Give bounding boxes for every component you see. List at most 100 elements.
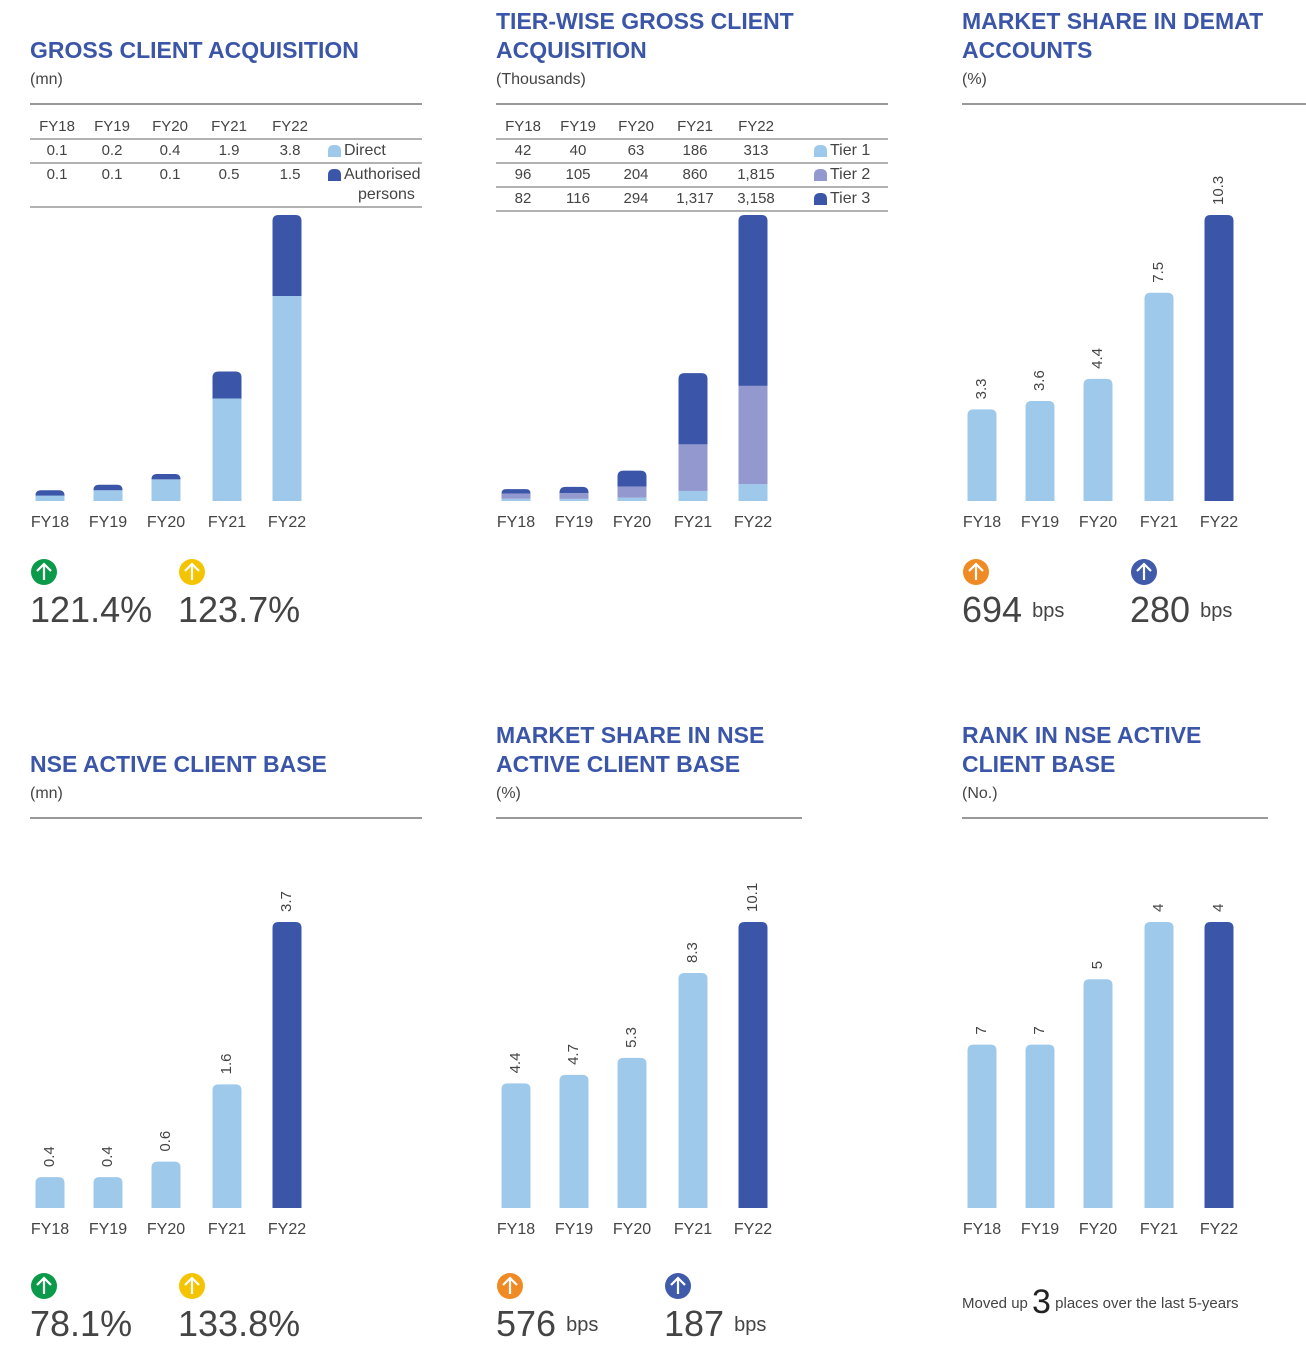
stat-value: 133.8% [178,1303,300,1344]
value-label: 7.5 [1150,262,1167,283]
x-tick-label: FY18 [963,514,1001,531]
stat-number: 78.1% [30,1303,132,1344]
table-cell: 1,815 [737,166,775,183]
bar [1083,979,1113,1208]
bar-segment [272,215,302,296]
table-header: FY18 [505,118,541,135]
table-header: FY19 [560,118,596,135]
bar-segment [678,444,708,491]
x-tick-label: FY19 [555,1221,593,1238]
stat-unit: bps [734,1314,766,1336]
x-tick-label: FY21 [1140,1221,1178,1238]
value-label: 3.7 [278,891,295,912]
table-header: FY20 [152,118,188,135]
table-cell: 860 [682,166,707,183]
bar-segment [559,486,589,494]
x-tick-label: FY18 [497,514,535,531]
bar [1204,922,1234,1208]
bar-segment [559,498,589,501]
x-tick-label: FY22 [734,1221,772,1238]
table-cell: 204 [623,166,648,183]
stat-unit: bps [1200,600,1232,622]
table-header: FY22 [272,118,308,135]
chart-title: MARKET SHARE IN NSE ACTIVE CLIENT BASE [496,722,765,777]
bar-segment [151,479,181,501]
bar-segment [738,215,768,386]
stat-number: 694 [962,589,1022,630]
value-label: 4.4 [507,1053,524,1074]
table-cell: 116 [566,190,590,207]
bar [1025,1044,1055,1208]
bar-segment [272,295,302,501]
stat-value: 121.4% [30,589,152,630]
bar [212,1084,242,1208]
value-label: 10.1 [744,883,761,912]
stat-number: 123.7% [178,589,300,630]
table-header: FY21 [211,118,247,135]
stat-unit: bps [566,1314,598,1336]
stat-unit: bps [1032,600,1064,622]
note-number: 3 [1032,1283,1051,1321]
x-tick-label: FY18 [31,514,69,531]
bar [1144,922,1174,1208]
x-tick-label: FY20 [147,1221,185,1238]
chart-subtitle: (mn) [30,785,63,802]
table-cell: 0.1 [47,166,68,183]
bar [501,1083,531,1208]
chart-subtitle: (No.) [962,785,998,802]
stat-number: 121.4% [30,589,152,630]
legend-marker [328,145,341,157]
bar [1025,401,1055,501]
table-cell: 0.1 [47,142,68,159]
value-label: 0.6 [157,1131,174,1152]
table-cell: 40 [570,142,587,159]
bar [559,1074,589,1208]
value-label: 3.6 [1031,370,1048,391]
value-label: 3.3 [973,379,990,400]
x-tick-label: FY20 [613,1221,651,1238]
note-text: places over the last 5-years [1055,1295,1238,1312]
legend-marker [814,145,827,157]
legend-label: Tier 1 [830,142,870,159]
value-label: 5.3 [623,1027,640,1048]
bar-segment [212,371,242,399]
table-cell: 0.1 [102,166,123,183]
table-cell: 42 [515,142,532,159]
note: Moved up 3 places over the last 5-years [962,1283,1239,1321]
x-tick-label: FY22 [268,514,306,531]
value-label: 0.4 [41,1146,58,1167]
bar [35,1177,65,1208]
stat-number: 576 [496,1303,556,1344]
bar-segment [93,490,123,501]
bar-segment [151,474,181,480]
table-header: FY22 [738,118,774,135]
x-tick-label: FY21 [674,514,712,531]
bar-segment [501,498,531,501]
legend-marker [814,193,827,205]
bar-segment [678,490,708,501]
chart-subtitle: (Thousands) [496,71,586,88]
stat-gap [724,1303,734,1344]
table-cell: 0.5 [219,166,240,183]
bar [617,1057,647,1208]
value-label: 4.4 [1089,348,1106,369]
value-label: 8.3 [684,942,701,963]
legend-line: Authorised [344,166,425,183]
chart-subtitle: (%) [962,71,987,88]
legend-label: Tier 3 [830,190,870,207]
table-cell: 294 [623,190,648,207]
stat-arrow [184,562,200,580]
table-cell: 63 [628,142,645,159]
stat-arrow [36,562,52,580]
bar [93,1177,123,1208]
bar [678,972,708,1208]
x-tick-label: FY20 [147,514,185,531]
stat-number: 280 [1130,589,1190,630]
table-cell: 96 [515,166,532,183]
x-tick-label: FY18 [31,1221,69,1238]
table-cell: 3.8 [280,142,301,159]
bar [1083,378,1113,501]
stat-value: 187 bps [664,1303,766,1344]
note-text: Moved up [962,1295,1028,1312]
